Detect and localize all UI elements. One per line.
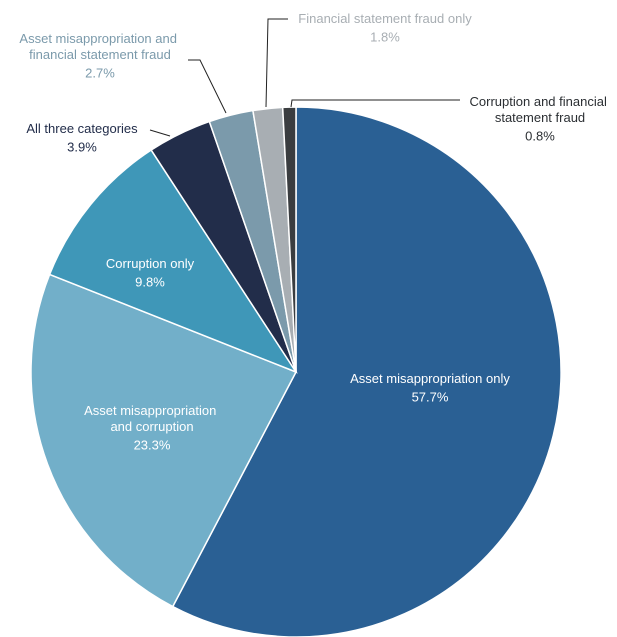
value-label: 2.7% [85, 65, 115, 80]
label-line: Financial statement fraud only [298, 11, 472, 26]
value-label: 23.3% [134, 437, 171, 452]
label-line: All three categories [26, 121, 138, 136]
pie-slice [48, 149, 298, 374]
label-line: Corruption and financial [470, 94, 611, 109]
leader-line [149, 129, 171, 137]
slice-label: Asset misappropriation only [350, 371, 510, 386]
slice-label: All three categories [26, 121, 138, 136]
slice-label: Corruption only [106, 256, 195, 271]
label-line: Asset misappropriation only [350, 371, 510, 386]
leader-line [265, 18, 288, 108]
leader-line [188, 59, 227, 114]
leader-line [290, 99, 460, 108]
slice-label: Financial statement fraud only [298, 11, 472, 26]
pie-slice [281, 106, 297, 373]
label-line: statement fraud [495, 110, 585, 125]
value-label: 0.8% [525, 128, 555, 143]
value-label: 9.8% [135, 274, 165, 289]
label-line: Corruption only [106, 256, 195, 271]
slice-label: Asset misappropriation and corruption [84, 403, 220, 434]
slice-label: Corruption and financial statement fraud [470, 94, 611, 125]
label-line: and corruption [110, 419, 193, 434]
value-label: 3.9% [67, 139, 97, 154]
label-line: financial statement fraud [29, 47, 171, 62]
slice-label: Asset misappropriation and financial sta… [19, 31, 180, 62]
pie-slice [30, 273, 298, 608]
label-line: Asset misappropriation and [19, 31, 180, 46]
value-label: 1.8% [370, 29, 400, 44]
label-line: Asset misappropriation [84, 403, 220, 418]
value-label: 57.7% [412, 389, 449, 404]
